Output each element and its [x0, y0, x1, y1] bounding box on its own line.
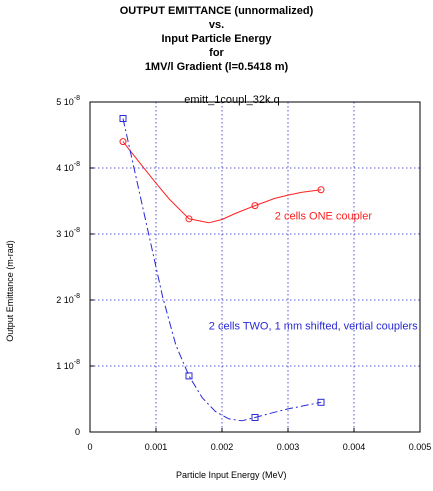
series-line	[122, 118, 322, 422]
y-tick-label: 0	[75, 427, 80, 437]
data-point-marker	[185, 372, 193, 380]
data-point-marker	[251, 202, 259, 210]
data-point-marker	[185, 215, 193, 223]
y-tick-exponent: -8	[74, 293, 80, 300]
title-line-5: 1MV/l Gradient (l=0.5418 m)	[144, 61, 289, 73]
data-point-marker	[119, 115, 127, 122]
series-label: 2 cells TWO, 1 mm shifted, vertial coupl…	[209, 321, 418, 333]
plot-background	[90, 102, 420, 432]
title-line-1: OUTPUT EMITTANCE (unnormalized)	[119, 5, 314, 17]
data-point-marker	[119, 138, 127, 146]
y-tick-label: 3 10-8	[56, 227, 80, 239]
series-label: 2 cells ONE coupler	[275, 210, 373, 222]
x-tick-label: 0.005	[409, 442, 432, 452]
y-tick-label: 4 10-8	[56, 161, 80, 173]
plot-frame	[89, 101, 421, 433]
data-point-marker	[317, 186, 325, 194]
series-layer: 2 cells ONE coupler 2 cells TWO, 1 mm shi…	[119, 115, 418, 422]
y-tick-exponent: -8	[74, 95, 80, 102]
y-tick-label: 2 10-8	[56, 293, 80, 305]
y-tick-label: 5 10-8	[56, 95, 80, 107]
x-tick-label: 0.002	[211, 442, 234, 452]
x-axis-label: Particle Input Energy (MeV)	[176, 470, 287, 480]
title-line-2: vs.	[208, 19, 225, 31]
x-tick-label: 0.003	[277, 442, 300, 452]
x-tick-label: 0.004	[343, 442, 366, 452]
y-tick-label: 1 10-8	[56, 359, 80, 371]
plot-label: emitt_1coupl_32k.q	[184, 94, 279, 106]
data-point-marker	[317, 398, 325, 406]
data-point-marker	[251, 413, 259, 421]
title-line-3: Input Particle Energy	[161, 33, 272, 45]
x-tick-label: 0	[87, 442, 92, 452]
y-tick-exponent: -8	[74, 161, 80, 168]
y-tick-exponent: -8	[74, 227, 80, 234]
title-line-4: for	[209, 47, 224, 59]
series-line	[122, 141, 322, 224]
y-tick-exponent: -8	[74, 359, 80, 366]
x-tick-label: 0.001	[145, 442, 168, 452]
